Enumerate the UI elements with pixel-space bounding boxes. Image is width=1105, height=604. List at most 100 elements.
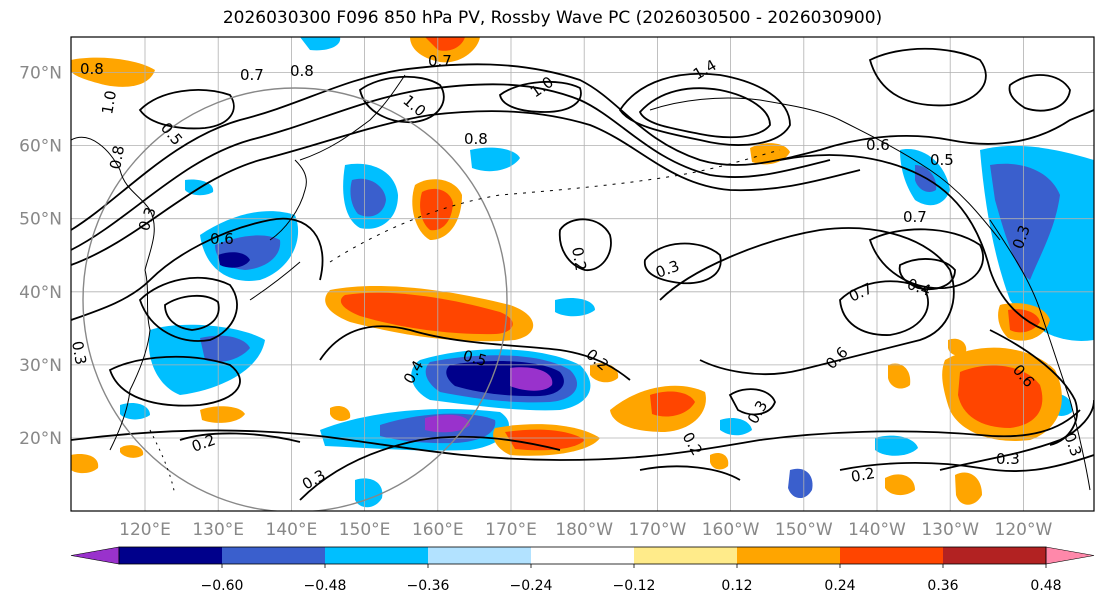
pv-contour-line [638, 87, 771, 139]
pv-contour-line [358, 75, 445, 124]
colorbar-segment [634, 547, 738, 564]
latitude-label: 20°N [19, 429, 62, 449]
pv-contour-line [868, 47, 987, 107]
coastlines [71, 74, 1091, 496]
map-border [70, 36, 1095, 512]
pv-contour-line [618, 72, 791, 146]
colorbar-tick-label: 0.48 [1030, 578, 1061, 594]
pv-negative-patch [510, 367, 553, 391]
contour-label: 0.8 [80, 60, 104, 78]
colorbar-tick-label: −0.48 [304, 578, 347, 594]
pv-negative-patch [875, 435, 918, 456]
pv-negative-patch [218, 252, 250, 268]
pv-contour-line [819, 109, 1094, 151]
pv-contour-line [71, 83, 831, 251]
contour-label: 0.7 [428, 52, 452, 70]
pv-contour-line [644, 242, 722, 285]
pv-positive-patch [200, 406, 245, 423]
contour-label: 0.2 [568, 246, 590, 273]
colorbar-segment [943, 547, 1047, 564]
coastline-asia [71, 136, 155, 451]
pv-contour-line [939, 399, 1094, 471]
latitude-label: 30°N [19, 356, 62, 376]
pv-negative-patch [788, 468, 813, 499]
pv-contour-line [299, 435, 561, 501]
pv-contour-line [71, 409, 1081, 461]
pv-positive-patch [955, 472, 982, 505]
pv-negative-patch [425, 414, 470, 433]
pv-positive-patch [340, 292, 513, 335]
pv-negative-patch [555, 298, 595, 317]
pv-contour-line [639, 465, 741, 481]
longitude-label: 140°W [848, 520, 906, 540]
colorbar-tick-label: −0.12 [613, 578, 656, 594]
colorbar-tick-label: −0.60 [201, 578, 244, 594]
reference-circle [82, 87, 508, 511]
contour-label: 0.6 [210, 230, 234, 248]
latitude-label: 50°N [19, 210, 62, 230]
colorbar-tick-label: −0.24 [510, 578, 553, 594]
pv-negative-patch [720, 418, 752, 436]
contour-label: 0.2 [850, 464, 877, 486]
contour-label: 0.6 [866, 136, 890, 154]
pv-positive-patch [71, 454, 99, 474]
pv-contour-line [71, 217, 324, 321]
pv-positive-patch [1008, 309, 1040, 333]
longitude-label: 180°W [555, 520, 613, 540]
pv-contour-line [989, 329, 1078, 446]
pv-positive-patch [888, 363, 911, 389]
longitude-label: 130°W [921, 520, 979, 540]
longitude-label: 170°E [485, 520, 537, 540]
colorbar-segment [840, 547, 944, 564]
pv-positive-patch [650, 391, 695, 417]
pv-positive-patch [120, 445, 144, 458]
pv-positive-patch [885, 474, 915, 496]
pv-contour-line [319, 325, 631, 381]
pv-contour-line [868, 228, 984, 289]
pv-positive-patch [710, 453, 729, 470]
contour-label: 0.8 [464, 130, 488, 148]
pv-contour-line [164, 295, 220, 331]
pv-contour-line [839, 454, 1094, 472]
colorbar-tick-label: 0.24 [824, 578, 855, 594]
coastline-aleutians [329, 149, 781, 263]
contour-label: 1.0 [98, 89, 120, 116]
colorbar-max-extension [1045, 546, 1095, 565]
pv-contour-line [138, 89, 235, 130]
pv-positive-patch [330, 406, 351, 421]
pv-positive-patch [948, 338, 967, 356]
contour-label: 0.5 [461, 346, 489, 370]
pv-contour-line [1008, 74, 1071, 112]
pv-negative-patch [120, 403, 150, 420]
longitude-label: 130°E [192, 520, 244, 540]
pv-contour-line [779, 154, 1046, 331]
colorbar-segment [428, 547, 532, 564]
pv-positive-patch [425, 37, 465, 51]
colorbar-segment [737, 547, 841, 564]
coastline-alaska [649, 97, 1001, 241]
pv-negative-patch [355, 478, 383, 508]
pv-negative-patch [300, 37, 341, 51]
pv-contours [71, 47, 1094, 501]
pv-contour-line [499, 80, 582, 113]
colorbar-segment [531, 547, 635, 564]
pv-negative-patch [200, 335, 250, 362]
pv-negative-patch [350, 178, 386, 217]
longitude-label: 170°W [629, 520, 687, 540]
coastline-north-america [989, 219, 1091, 491]
pv-contour-line [898, 258, 956, 290]
contour-label: 0.7 [240, 66, 264, 84]
longitude-label: 140°E [266, 520, 318, 540]
coastline-pacific-islands [149, 429, 176, 496]
pv-positive-patch [958, 365, 1043, 428]
colorbar-tick-label: 0.12 [721, 578, 752, 594]
longitude-label: 150°E [339, 520, 391, 540]
contour-label: 0.8 [290, 62, 314, 80]
pv-contour-line [71, 110, 861, 266]
pv-positive-patch [505, 429, 585, 451]
colorbar-tick-label: 0.36 [927, 578, 958, 594]
latitude-label: 70°N [19, 64, 62, 84]
pv-negative-patch [470, 147, 520, 172]
latitude-label: 60°N [19, 137, 62, 157]
longitude-labels: 120°E 130°E 140°E 150°E 160°E 170°E 180°W 170°W… [119, 520, 1052, 540]
